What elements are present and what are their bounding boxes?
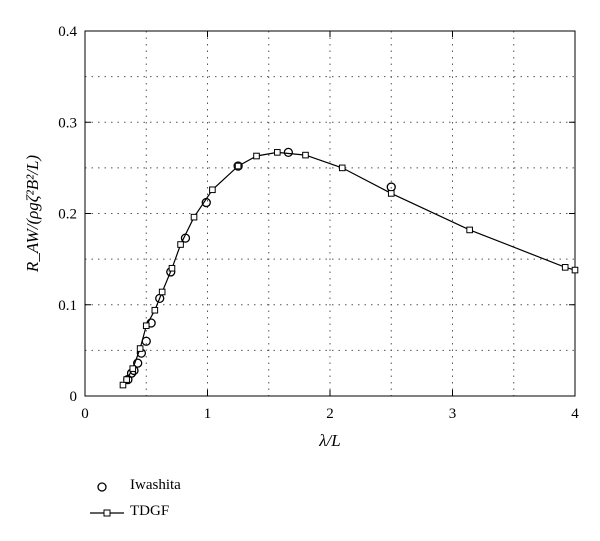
data-point-tdgf [466,226,473,234]
y-tick-label: 0.3 [58,115,77,131]
data-point-tdgf [190,213,198,221]
series-layer [119,147,579,389]
x-tick-label: 2 [326,406,334,422]
data-point-iwashita [233,161,243,171]
data-point-tdgf [158,288,166,296]
data-point-iwashita [283,147,294,158]
data-point-tdgf [387,190,395,197]
x-tick-label: 1 [204,406,212,422]
data-point-tdgf [274,149,281,156]
x-tick-label: 4 [571,406,579,422]
series-line-tdgf [122,151,576,386]
data-point-iwashita [133,358,143,368]
ticks: 0 1 2 3 4 0 0.1 0.2 0.3 0.4 [58,24,579,422]
data-point-tdgf [571,266,579,274]
circle-marker-icon [97,482,107,492]
data-point-tdgf [561,264,569,271]
series-tdgf [119,149,579,389]
data-point-tdgf [129,365,137,372]
data-point-tdgf [136,345,144,352]
y-axis-label: R_AW/(ρgζ²B²/L) [23,155,42,273]
data-point-tdgf [123,376,130,383]
legend-label-tdgf: TDGF [130,503,170,519]
data-point-tdgf [338,164,346,172]
y-tick-label: 0.1 [58,298,77,314]
data-point-tdgf [151,306,159,314]
data-point-tdgf [234,162,242,170]
data-point-tdgf [177,241,184,248]
x-axis-label: λ/L [318,431,341,450]
y-tick-label: 0.2 [58,207,77,223]
series-iwashita [123,147,396,385]
grid [85,31,575,396]
y-tick-label: 0.4 [58,24,77,40]
data-point-tdgf [142,322,150,330]
data-point-tdgf [253,152,260,160]
data-point-tdgf [119,381,127,389]
legend-label-iwashita: Iwashita [130,477,181,493]
line-square-marker-icon [90,509,124,517]
data-point-tdgf [168,264,176,272]
data-point-tdgf [209,186,216,194]
x-tick-label: 0 [81,406,89,422]
x-tick-label: 3 [449,406,457,422]
y-tick-label: 0 [70,389,78,405]
data-point-tdgf [302,151,309,159]
